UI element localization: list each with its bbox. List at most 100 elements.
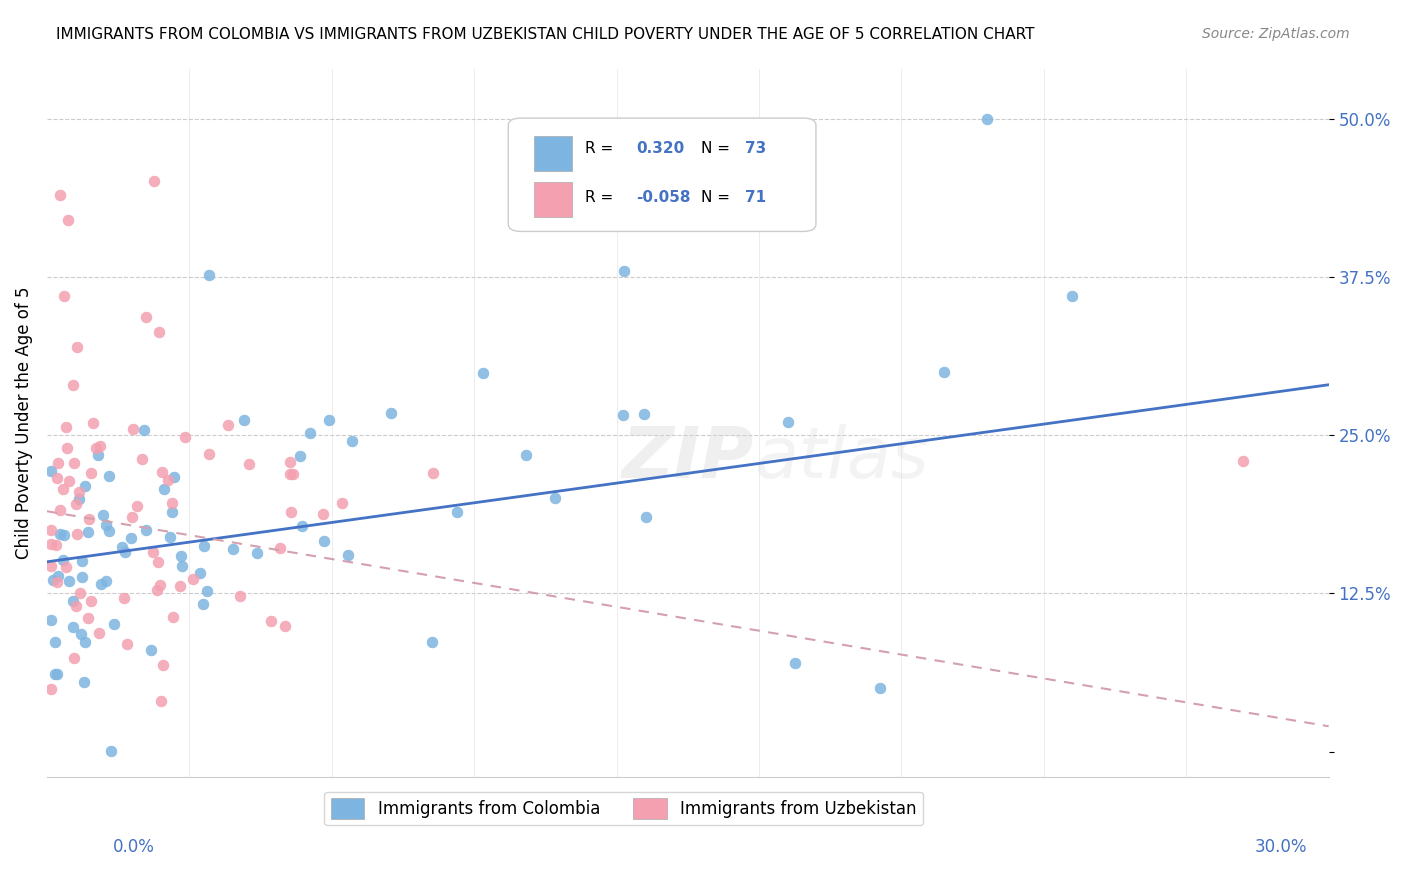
Point xyxy=(162,505,184,519)
Point xyxy=(634,509,657,524)
Point xyxy=(42,573,65,587)
Point xyxy=(340,434,363,448)
Text: 73: 73 xyxy=(745,141,766,156)
Point xyxy=(152,657,174,672)
Point xyxy=(122,422,145,436)
Text: 0.320: 0.320 xyxy=(637,141,685,156)
Point xyxy=(217,417,239,432)
Point xyxy=(56,441,79,455)
Point xyxy=(52,553,75,567)
Point xyxy=(53,289,76,303)
Point xyxy=(117,638,139,652)
Point xyxy=(135,310,157,325)
Text: ZIP: ZIP xyxy=(621,424,754,492)
Point xyxy=(1062,289,1084,303)
Point xyxy=(330,496,353,510)
Point xyxy=(94,574,117,588)
Point xyxy=(114,544,136,558)
Point xyxy=(46,471,69,485)
Point xyxy=(39,613,62,627)
Point xyxy=(312,534,335,549)
Point xyxy=(172,559,194,574)
Point xyxy=(143,174,166,188)
Text: R =: R = xyxy=(585,141,613,156)
Point xyxy=(156,473,179,487)
Point xyxy=(100,744,122,758)
Point xyxy=(41,536,63,550)
Point xyxy=(121,509,143,524)
Point xyxy=(44,634,66,648)
Point xyxy=(131,452,153,467)
Point xyxy=(288,449,311,463)
Point xyxy=(273,619,295,633)
Point xyxy=(58,574,80,588)
Point xyxy=(142,544,165,558)
Point xyxy=(94,518,117,533)
Point xyxy=(269,541,291,555)
Point xyxy=(125,499,148,513)
Point xyxy=(82,416,104,430)
Point xyxy=(446,505,468,519)
Point xyxy=(280,505,302,519)
Point xyxy=(149,578,172,592)
Point xyxy=(112,591,135,605)
Point xyxy=(291,519,314,533)
Point xyxy=(869,681,891,696)
Point xyxy=(55,420,77,434)
Point xyxy=(73,674,96,689)
FancyBboxPatch shape xyxy=(509,118,815,231)
Point xyxy=(197,447,219,461)
Point xyxy=(174,430,197,444)
Legend: Immigrants from Colombia, Immigrants from Uzbekistan: Immigrants from Colombia, Immigrants fro… xyxy=(325,791,924,825)
Text: -0.058: -0.058 xyxy=(637,190,690,205)
Point xyxy=(70,570,93,584)
Point xyxy=(260,614,283,628)
Point xyxy=(228,590,250,604)
Point xyxy=(69,586,91,600)
Point xyxy=(77,611,100,625)
Point xyxy=(312,507,335,521)
Point xyxy=(97,469,120,483)
Point xyxy=(46,575,69,590)
Point xyxy=(63,650,86,665)
Point xyxy=(278,467,301,482)
Point xyxy=(45,538,67,552)
Point xyxy=(163,470,186,484)
Text: 0.0%: 0.0% xyxy=(112,838,155,855)
Point xyxy=(58,213,80,227)
Point xyxy=(46,667,69,681)
Point xyxy=(159,530,181,544)
Text: R =: R = xyxy=(585,190,613,205)
Point xyxy=(298,425,321,440)
Point xyxy=(152,482,174,496)
Point xyxy=(932,365,955,379)
Point xyxy=(976,112,998,127)
Point xyxy=(67,484,90,499)
Point xyxy=(162,610,184,624)
Point xyxy=(62,620,84,634)
Point xyxy=(337,548,360,562)
Y-axis label: Child Poverty Under the Age of 5: Child Poverty Under the Age of 5 xyxy=(15,286,32,559)
Point xyxy=(48,188,70,202)
Text: N =: N = xyxy=(700,141,734,156)
Point xyxy=(70,554,93,568)
Point xyxy=(183,572,205,586)
Point xyxy=(422,466,444,480)
Point xyxy=(65,497,87,511)
Point xyxy=(91,508,114,522)
Point xyxy=(380,406,402,420)
Point xyxy=(195,584,218,599)
Point xyxy=(48,568,70,582)
Point xyxy=(111,541,134,555)
Point xyxy=(146,555,169,569)
Point xyxy=(67,492,90,507)
Text: N =: N = xyxy=(700,190,734,205)
Point xyxy=(58,474,80,488)
Point xyxy=(39,465,62,479)
Point xyxy=(80,466,103,480)
Point xyxy=(162,496,184,510)
Point xyxy=(39,558,62,573)
Point xyxy=(66,526,89,541)
Point xyxy=(232,413,254,427)
Point xyxy=(776,415,799,429)
